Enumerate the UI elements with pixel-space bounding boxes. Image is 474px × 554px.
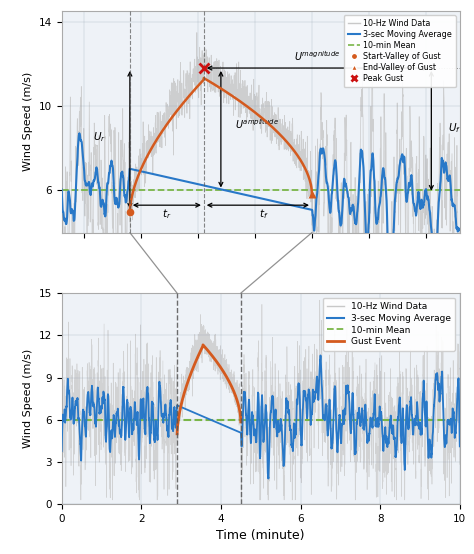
Text: $t_r$: $t_r$ [162, 207, 172, 220]
Y-axis label: Wind Speed (m/s): Wind Speed (m/s) [23, 72, 33, 172]
Text: $U_r$: $U_r$ [93, 130, 106, 143]
X-axis label: Time (minute): Time (minute) [217, 530, 305, 542]
Y-axis label: Wind Speed (m/s): Wind Speed (m/s) [23, 349, 33, 448]
Legend: 10-Hz Wind Data, 3-sec Moving Average, 10-min Mean, Gust Event: 10-Hz Wind Data, 3-sec Moving Average, 1… [323, 297, 455, 351]
Text: $U^{amplitude}$: $U^{amplitude}$ [235, 117, 279, 131]
Text: $t_f$: $t_f$ [259, 207, 268, 220]
Text: $U_f$: $U_f$ [447, 121, 461, 135]
Legend: 10-Hz Wind Data, 3-sec Moving Average, 10-min Mean, Start-Valley of Gust, End-Va: 10-Hz Wind Data, 3-sec Moving Average, 1… [344, 15, 456, 87]
Text: $U^{magnitude}$: $U^{magnitude}$ [294, 49, 341, 63]
